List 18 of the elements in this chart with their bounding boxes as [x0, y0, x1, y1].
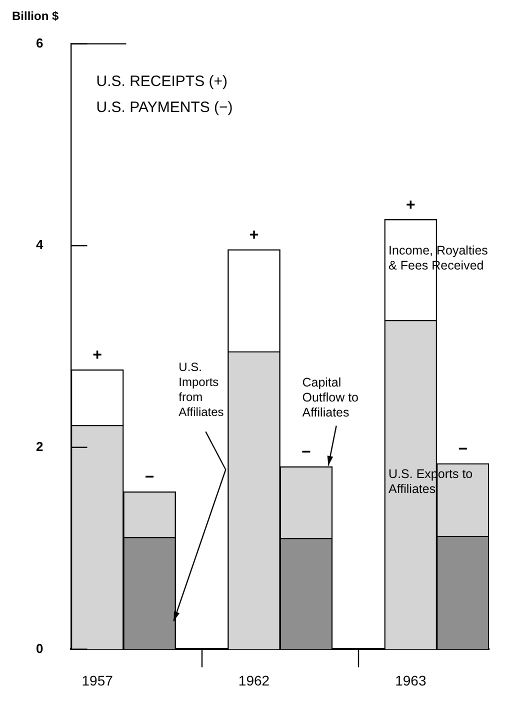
annotation: + — [92, 347, 102, 364]
y-tick-label: 6 — [36, 35, 44, 50]
annotation: − — [302, 444, 311, 461]
text: U.S. Imports from Affiliates — [178, 360, 224, 419]
annotation: U.S. PAYMENTS (−) — [96, 98, 233, 116]
y-tick-label: 2 — [36, 438, 44, 454]
x-tick-label: 1957 — [82, 672, 114, 688]
text: Capital Outflow to Affiliates — [302, 375, 359, 420]
annotation: − — [458, 440, 468, 458]
x-tick-label: 1962 — [238, 672, 270, 688]
y-tick-label: 4 — [36, 237, 44, 252]
annotation: − — [144, 469, 154, 486]
y-axis-title: Billion $ — [12, 9, 59, 23]
y-tick-label: 0 — [36, 640, 44, 656]
x-tick-label: 1963 — [395, 672, 426, 688]
annotation: + — [249, 227, 259, 244]
annotation: + — [406, 196, 416, 214]
annotation: U.S. RECEIPTS (+) — [96, 72, 228, 90]
